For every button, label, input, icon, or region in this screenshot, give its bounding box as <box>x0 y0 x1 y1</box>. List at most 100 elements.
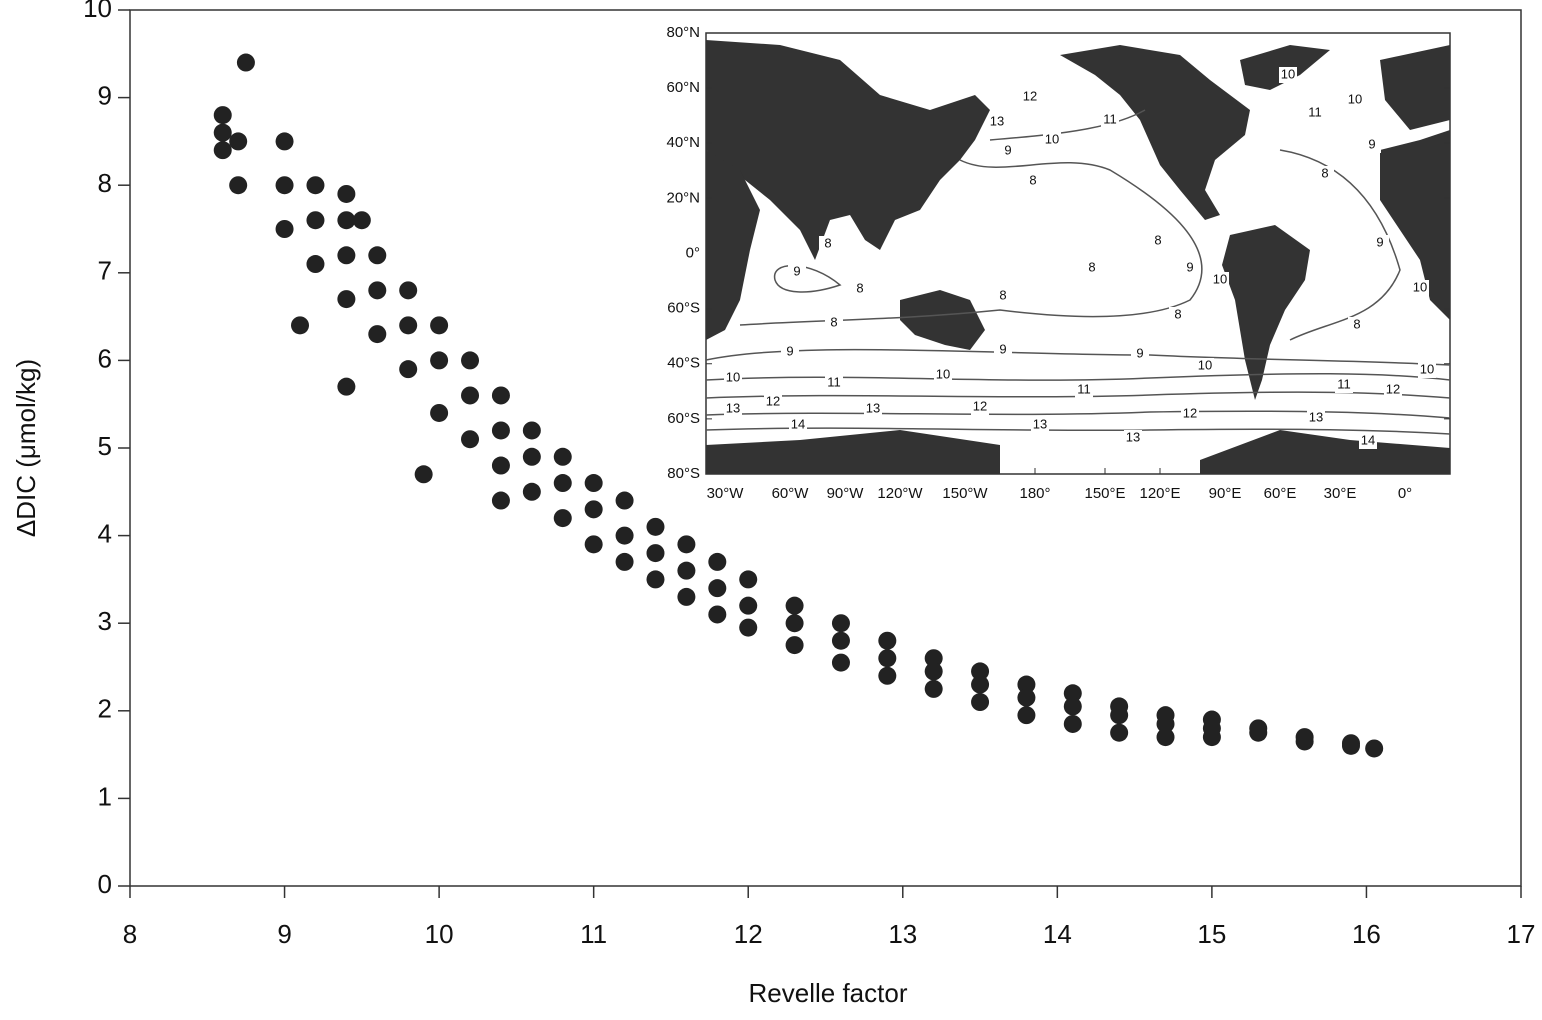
north-america <box>1060 45 1250 220</box>
point <box>522 421 541 440</box>
y-tick-label: 6 <box>98 343 112 373</box>
point <box>430 316 449 335</box>
map-lon-label: 60°E <box>1264 485 1297 502</box>
point <box>646 517 665 536</box>
x-tick-label: 15 <box>1197 919 1226 949</box>
contour-label: 9 <box>1186 259 1193 274</box>
map-lon-label: 30°E <box>1324 485 1357 502</box>
point <box>229 132 248 151</box>
map-lat-label: 60°N <box>666 79 700 96</box>
point <box>553 474 572 493</box>
point <box>831 631 850 650</box>
contour-label-bg <box>1211 272 1229 288</box>
contour-label: 12 <box>1386 381 1400 396</box>
contour-label: 8 <box>1321 165 1328 180</box>
contour-label: 8 <box>1174 306 1181 321</box>
point <box>708 579 727 598</box>
contour-label-bg <box>1149 233 1167 249</box>
contour-label-bg <box>1359 433 1377 449</box>
y-tick-label: 7 <box>98 256 112 286</box>
contour-label-bg <box>1124 430 1142 446</box>
point <box>275 220 294 238</box>
contour-label: 8 <box>1088 259 1095 274</box>
contour-label-bg <box>1335 377 1353 393</box>
map-lon-label: 120°E <box>1139 485 1180 502</box>
contour-label-bg <box>971 399 989 415</box>
point <box>275 132 294 151</box>
map-lat-label: 60°S <box>667 300 700 317</box>
point <box>461 386 480 405</box>
map-lat-label: 40°N <box>666 134 700 151</box>
contour <box>705 391 1451 399</box>
point <box>1156 728 1175 747</box>
contour-label: 10 <box>1348 91 1362 106</box>
x-tick-label: 17 <box>1507 919 1536 949</box>
map-lat-label: 80°S <box>667 465 700 482</box>
x-tick-label: 12 <box>734 919 763 949</box>
contour-label: 14 <box>791 416 805 431</box>
contour-label: 10 <box>1420 361 1434 376</box>
map-lon-label: 30°W <box>707 485 745 502</box>
point <box>1365 739 1384 758</box>
contour-label-bg <box>1021 89 1039 105</box>
contour-label-bg <box>1348 317 1366 333</box>
contour-label-bg <box>1306 105 1324 121</box>
south-america <box>1222 225 1310 400</box>
point <box>584 535 603 554</box>
point <box>924 662 943 681</box>
contour-label: 8 <box>830 314 837 329</box>
point <box>831 653 850 672</box>
contour-label: 10 <box>936 366 950 381</box>
eurasia <box>706 40 990 260</box>
contour-label: 10 <box>1198 357 1212 372</box>
point <box>291 316 310 335</box>
point <box>236 53 255 72</box>
contour-label: 13 <box>1126 429 1140 444</box>
contour-label-bg <box>1181 260 1199 276</box>
contour-label: 9 <box>999 341 1006 356</box>
contour-label: 9 <box>786 343 793 358</box>
point <box>522 482 541 501</box>
point <box>677 535 696 554</box>
map-lat-label: 60°S <box>667 410 700 427</box>
point <box>337 184 356 203</box>
y-tick-label: 2 <box>98 694 112 724</box>
point <box>708 605 727 624</box>
contour-label-bg <box>988 114 1006 130</box>
point <box>399 316 418 335</box>
x-axis-label: Revelle factor <box>749 978 908 1008</box>
contour-label-bg <box>1024 173 1042 189</box>
point <box>878 666 897 685</box>
antarctica-west <box>706 430 1000 474</box>
point <box>708 552 727 571</box>
contour-label: 9 <box>1376 234 1383 249</box>
point <box>646 570 665 589</box>
contour-label-bg <box>1411 280 1429 296</box>
point <box>399 360 418 379</box>
contour-label: 13 <box>726 400 740 415</box>
map-lat-label: 80°N <box>666 24 700 41</box>
point <box>971 693 990 712</box>
point <box>739 570 758 589</box>
x-tick-label: 13 <box>888 919 917 949</box>
contour <box>705 348 1451 366</box>
contour-label: 8 <box>999 287 1006 302</box>
point <box>306 176 325 195</box>
contour-label: 11 <box>827 374 841 389</box>
map-lat-label: 20°N <box>666 189 700 206</box>
contour-label-bg <box>851 281 869 297</box>
contour-label: 14 <box>1361 432 1375 447</box>
point <box>646 544 665 563</box>
point <box>368 246 387 265</box>
contour-label-bg <box>1346 92 1364 108</box>
contour-label: 12 <box>1023 88 1037 103</box>
contour-label-bg <box>1101 112 1119 128</box>
antarctica-east <box>1200 430 1450 474</box>
contour-label-bg <box>1363 137 1381 153</box>
point <box>1017 706 1036 725</box>
contour-label-bg <box>825 315 843 331</box>
map-lon-label: 90°E <box>1209 485 1242 502</box>
x-tick-label: 8 <box>123 919 137 949</box>
y-tick-label: 5 <box>98 431 112 461</box>
contour-label-bg <box>934 367 952 383</box>
